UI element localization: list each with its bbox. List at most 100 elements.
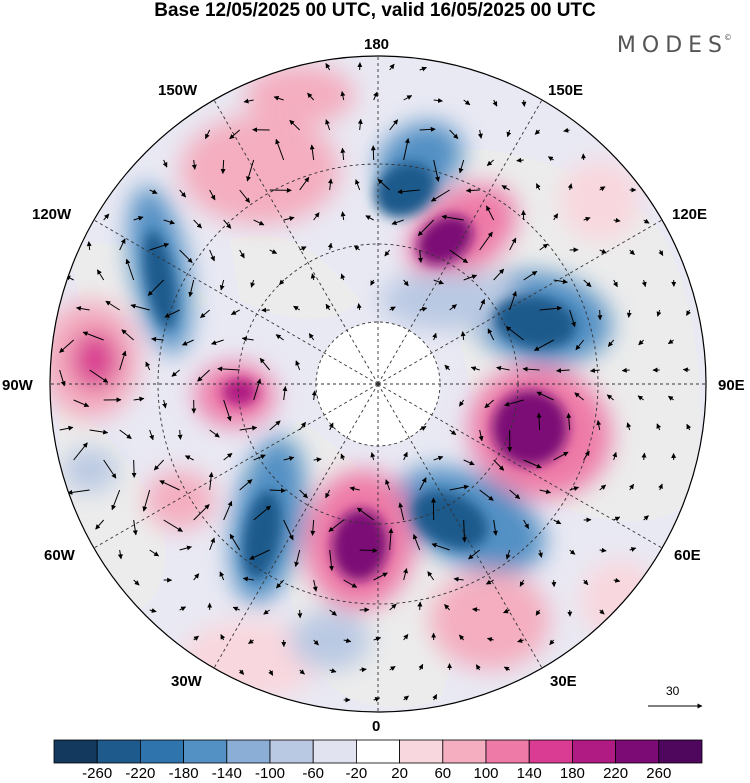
wind-vector bbox=[253, 378, 262, 401]
wind-vector bbox=[193, 635, 199, 641]
wind-vector bbox=[533, 339, 554, 351]
wind-vector bbox=[412, 533, 421, 551]
label-90w: 90W bbox=[2, 377, 33, 394]
colorbar-tick-label: 220 bbox=[603, 765, 629, 782]
wind-vector bbox=[417, 601, 423, 611]
wind-vector bbox=[517, 638, 524, 643]
wind-vector bbox=[219, 279, 225, 291]
wind-vector bbox=[223, 399, 232, 422]
wind-vector bbox=[340, 453, 346, 461]
label-150e: 150E bbox=[548, 82, 584, 99]
colorbar-tick-label: 20 bbox=[391, 765, 408, 782]
wind-vector bbox=[149, 608, 157, 613]
wind-vector bbox=[325, 489, 331, 499]
wind-vector bbox=[389, 119, 399, 131]
wind-vector bbox=[86, 241, 92, 251]
wind-vector bbox=[184, 455, 194, 461]
wind-vector bbox=[686, 309, 691, 316]
wind-vector bbox=[121, 329, 134, 341]
wind-vector bbox=[536, 412, 542, 431]
wind-vector bbox=[567, 183, 573, 191]
wind-vector bbox=[149, 242, 170, 251]
wind-vector bbox=[312, 579, 318, 592]
wind-vector bbox=[656, 423, 662, 431]
wind-vector bbox=[208, 472, 214, 491]
label-30w: 30W bbox=[171, 673, 202, 690]
wind-vector bbox=[179, 249, 193, 264]
anomaly-blob bbox=[222, 378, 258, 406]
wind-vector bbox=[539, 305, 563, 311]
colorbar-swatch bbox=[355, 739, 400, 764]
wind-vector bbox=[419, 126, 436, 132]
wind-vector bbox=[463, 274, 478, 281]
colorbar-tick-label: 140 bbox=[516, 765, 542, 782]
label-60w: 60W bbox=[44, 547, 75, 564]
colorbar-swatch bbox=[528, 739, 573, 764]
colorbar-swatch bbox=[96, 739, 141, 764]
wind-vector bbox=[637, 395, 644, 401]
brand-mark: © bbox=[724, 33, 732, 42]
wind-vector bbox=[73, 399, 90, 407]
colorbar-swatch bbox=[269, 739, 314, 764]
wind-vector bbox=[539, 243, 549, 251]
wind-vector bbox=[658, 249, 664, 256]
wind-vector bbox=[209, 249, 215, 262]
wind-vector bbox=[279, 279, 285, 285]
wind-vector bbox=[460, 331, 466, 341]
wind-vector bbox=[313, 639, 319, 646]
colorbar-tick-label: -260 bbox=[82, 765, 113, 782]
colorbar-tick-label: -60 bbox=[302, 765, 325, 782]
wind-vector bbox=[365, 215, 374, 221]
wind-vector bbox=[613, 279, 618, 288]
wind-vector bbox=[179, 606, 187, 612]
wind-vector bbox=[96, 269, 105, 281]
wind-vector bbox=[149, 429, 154, 441]
wind-vector bbox=[479, 489, 494, 501]
wind-vector bbox=[461, 519, 467, 543]
wind-vector bbox=[432, 332, 437, 341]
wind-vector bbox=[328, 549, 334, 572]
wind-vector bbox=[131, 459, 137, 478]
wind-vector bbox=[133, 579, 140, 586]
wind-vector bbox=[241, 336, 254, 342]
colorbar-swatch bbox=[572, 739, 617, 764]
anomaly-blob bbox=[380, 270, 520, 330]
colorbar-swatch bbox=[312, 739, 357, 764]
wind-vector bbox=[253, 219, 265, 226]
wind-vector bbox=[449, 129, 459, 140]
wind-vector bbox=[239, 189, 251, 203]
wind-vector bbox=[599, 484, 607, 491]
wind-vector bbox=[506, 129, 512, 138]
wind-vector bbox=[117, 549, 123, 560]
colorbar-swatch bbox=[226, 739, 271, 764]
wind-vector bbox=[583, 216, 591, 222]
wind-vector bbox=[130, 303, 150, 311]
wind-vector bbox=[282, 385, 288, 401]
wind-vector bbox=[340, 91, 346, 101]
wind-vector bbox=[191, 159, 197, 170]
wind-vector bbox=[299, 421, 307, 431]
wind-vector bbox=[75, 306, 90, 311]
wind-vector bbox=[479, 298, 485, 311]
wind-vector bbox=[534, 129, 541, 135]
wind-vector bbox=[589, 368, 600, 374]
wind-vector bbox=[419, 66, 427, 72]
wind-vector bbox=[389, 306, 396, 312]
wind-vector bbox=[419, 477, 427, 491]
anomaly-blob bbox=[180, 115, 340, 225]
wind-vector bbox=[275, 138, 285, 161]
wind-vector bbox=[273, 95, 284, 101]
wind-vector bbox=[496, 365, 510, 371]
wind-vector bbox=[418, 663, 424, 671]
wind-vector bbox=[389, 603, 397, 611]
wind-vector bbox=[523, 270, 538, 281]
wind-vector bbox=[458, 399, 465, 407]
meridian-line bbox=[93, 383, 379, 549]
wind-vector bbox=[384, 249, 391, 257]
wind-vector bbox=[349, 486, 360, 492]
wind-vector bbox=[232, 606, 240, 612]
wind-vector bbox=[613, 516, 621, 522]
wind-vector bbox=[159, 480, 180, 491]
wind-vector bbox=[243, 98, 254, 104]
